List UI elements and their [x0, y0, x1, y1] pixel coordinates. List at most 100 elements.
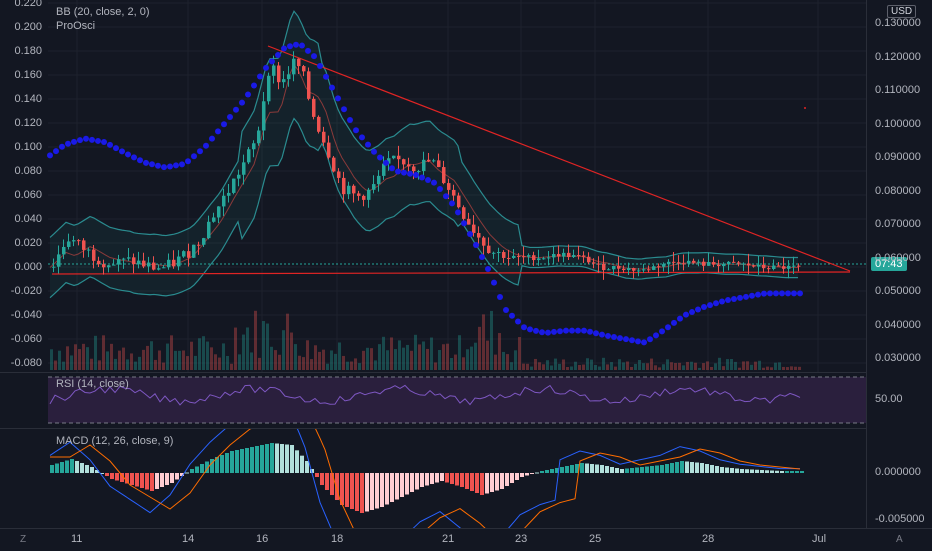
volume-bar: [426, 348, 429, 370]
price-axis[interactable]: USD 07:43 50.00 0.000000 -0.005000 0.130…: [866, 0, 932, 528]
macd-histogram-bar: [795, 471, 799, 473]
macd-histogram-bar: [680, 461, 684, 473]
candle-body: [397, 155, 401, 160]
macd-histogram-bar: [460, 473, 464, 487]
bb-legend[interactable]: BB (20, close, 2, 0): [56, 6, 150, 18]
candle-body: [77, 240, 81, 242]
proosci-dot: [101, 139, 107, 146]
proosci-dot: [263, 64, 269, 71]
candle-body: [572, 255, 576, 258]
candle-body: [487, 245, 491, 254]
volume-bar: [422, 341, 425, 370]
candle-body: [447, 183, 451, 190]
marker-dot: [804, 107, 806, 109]
candle-body: [707, 262, 711, 266]
volume-bar: [266, 323, 269, 370]
oscillator-tick-label: 0.140: [14, 93, 42, 105]
price-chart[interactable]: [0, 0, 866, 372]
oscillator-tick-label: -0.060: [10, 333, 42, 345]
candle-body: [467, 218, 471, 225]
candle-body: [157, 268, 161, 270]
candle-body: [507, 257, 511, 259]
auto-scale-icon[interactable]: A: [896, 534, 903, 545]
volume-bar: [458, 335, 461, 370]
macd-histogram-bar: [655, 465, 659, 473]
volume-bar: [586, 358, 589, 370]
candle-body: [282, 79, 286, 83]
volume-bar: [210, 347, 213, 370]
candle-body: [622, 268, 626, 271]
oscillator-tick-label: -0.020: [10, 285, 42, 297]
macd-histogram-bar: [315, 473, 319, 477]
volume-bar: [690, 361, 693, 370]
macd-histogram-bar: [265, 444, 269, 473]
macd-histogram-bar: [620, 469, 624, 473]
rsi-pane[interactable]: [0, 372, 866, 429]
macd-histogram-bar: [185, 472, 189, 474]
macd-histogram-bar: [555, 468, 559, 473]
proosci-dot: [725, 297, 731, 304]
volume-bar: [502, 351, 505, 370]
price-chart-pane[interactable]: [0, 0, 866, 372]
zoom-icon[interactable]: Z: [20, 534, 27, 545]
volume-bar: [186, 356, 189, 370]
candle-body: [437, 160, 441, 168]
proosci-dot: [629, 337, 635, 344]
proosci-dot: [515, 318, 521, 325]
volume-bar: [66, 346, 69, 370]
volume-bar: [286, 313, 289, 370]
proosci-dot: [611, 334, 617, 341]
macd-histogram-bar: [260, 445, 264, 473]
macd-histogram-bar: [565, 466, 569, 473]
candle-body: [212, 217, 216, 222]
candle-body: [537, 258, 541, 261]
candle-body: [217, 206, 221, 218]
proosci-dot: [287, 43, 293, 50]
macd-histogram-bar: [175, 473, 179, 480]
candle-body: [312, 98, 316, 117]
rsi-chart[interactable]: [0, 373, 866, 429]
proosci-dot: [767, 290, 773, 297]
price-tick-label: 0.130000: [875, 17, 921, 29]
volume-bar: [526, 363, 529, 370]
volume-bar: [154, 359, 157, 370]
macd-legend[interactable]: MACD (12, 26, close, 9): [56, 435, 174, 447]
volume-bar: [670, 362, 673, 370]
macd-histogram-bar: [530, 473, 534, 474]
volume-bar: [754, 361, 757, 370]
macd-chart[interactable]: [0, 429, 866, 529]
currency-label[interactable]: USD: [887, 5, 917, 18]
candle-body: [147, 262, 151, 267]
candle-body: [677, 262, 681, 264]
macd-histogram-bar: [705, 464, 709, 473]
volume-bar: [498, 333, 501, 370]
volume-bar: [158, 350, 161, 370]
candle-body: [632, 268, 636, 271]
volume-bar: [350, 361, 353, 370]
proosci-dot: [689, 309, 695, 316]
volume-bar: [98, 360, 101, 370]
candle-body: [737, 262, 741, 264]
candle-body: [767, 268, 771, 270]
resistance-trendline: [267, 45, 851, 272]
oscillator-tick-label: 0.080: [14, 165, 42, 177]
macd-pane[interactable]: [0, 428, 866, 529]
proosci-legend[interactable]: ProOsci: [56, 20, 96, 32]
time-tick-label: 11: [71, 533, 83, 545]
candle-body: [167, 259, 171, 268]
proosci-dot: [215, 128, 221, 135]
volume-bar: [542, 364, 545, 370]
macd-histogram-bar: [255, 446, 259, 473]
volume-bar: [702, 363, 705, 370]
candle-body: [377, 175, 381, 185]
proosci-dot: [239, 99, 245, 106]
rsi-legend[interactable]: RSI (14, close): [56, 378, 129, 390]
candle-body: [277, 65, 281, 83]
time-tick-label: 21: [442, 533, 455, 545]
volume-bar: [614, 366, 617, 370]
volume-bar: [290, 332, 293, 370]
time-axis[interactable]: Z A 11 14 16 18 21 23 25 28 Jul: [0, 528, 932, 551]
rsi-band: [48, 377, 866, 423]
candle-body: [452, 189, 456, 196]
candle-body: [652, 266, 656, 270]
